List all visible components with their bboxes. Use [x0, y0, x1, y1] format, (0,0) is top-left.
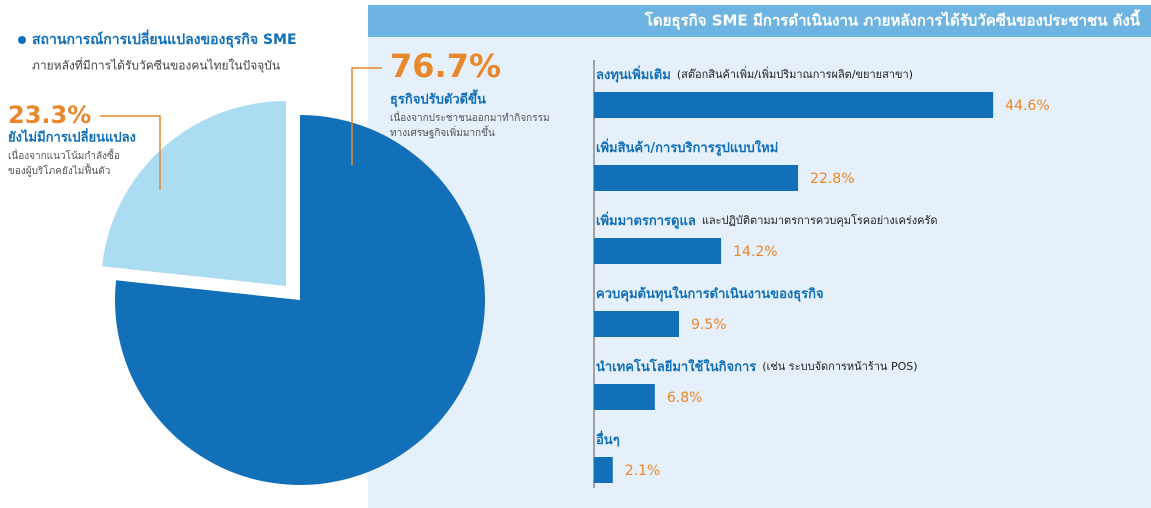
- pie-description: ของผู้บริโภคยังไม่ฟื้นตัว: [8, 163, 110, 177]
- category-note: และปฏิบัติตามมาตรการควบคุมโรคอย่างเคร่งค…: [702, 213, 938, 227]
- bar-value-label: 6.8%: [667, 390, 703, 406]
- bar-category-label: อื่นๆ: [596, 430, 620, 448]
- pie-category-label: ธุรกิจปรับตัวดีขึ้น: [390, 89, 486, 108]
- pie-category-label: ยังไม่มีการเปลี่ยนแปลง: [8, 128, 136, 146]
- category-name: ควบคุมต้นทุนในการดำเนินงานของธุรกิจ: [596, 285, 824, 302]
- bar-value-label: 22.8%: [810, 171, 854, 187]
- bar-title: โดยธุรกิจ SME มีการดำเนินงาน ภายหลังการไ…: [644, 9, 1141, 31]
- bar: [594, 238, 722, 264]
- bar-category-label: ลงทุนเพิ่มเติม (สต๊อกสินค้าเพิ่ม/เพิ่มปริ…: [596, 65, 913, 83]
- category-name: เพิ่มมาตรการดูแล: [596, 211, 696, 229]
- bar-value-label: 2.1%: [625, 463, 661, 479]
- category-name: ลงทุนเพิ่มเติม: [596, 65, 671, 83]
- pie-description: เนื่องจากประชาชนออกมาทำกิจกรรม: [390, 110, 550, 124]
- leader-line: [351, 67, 382, 165]
- pie-value-label: 23.3%: [8, 101, 91, 129]
- leader-line: [100, 115, 161, 190]
- category-name: อื่นๆ: [596, 430, 620, 448]
- pie-title: สถานการณ์การเปลี่ยนแปลงของธุรกิจ SME: [32, 29, 297, 48]
- category-note: (เช่น ระบบจัดการหน้าร้าน POS): [762, 360, 917, 373]
- bar-panel: [368, 5, 1151, 508]
- pie-slice: [102, 101, 286, 286]
- category-name: เพิ่มสินค้า/การบริการรูปแบบใหม่: [596, 138, 778, 156]
- bar: [594, 92, 994, 118]
- bar-category-label: ควบคุมต้นทุนในการดำเนินงานของธุรกิจ: [596, 285, 824, 302]
- pie-subtitle: ภายหลังที่มีการได้รับวัคซีนของคนไทยในปัจ…: [32, 57, 280, 74]
- bar: [594, 311, 680, 337]
- pie-description: เนื่องจากแนวโน้มกำลังซื้อ: [8, 148, 120, 162]
- pie-slice: [115, 115, 485, 485]
- bar-value-label: 44.6%: [1005, 98, 1049, 114]
- category-note: (สต๊อกสินค้าเพิ่ม/เพิ่มปริมาณการผลิต/ขยา…: [677, 66, 913, 81]
- bar-value-label: 14.2%: [733, 244, 777, 260]
- bar-value-label: 9.5%: [691, 317, 727, 333]
- bar-category-label: เพิ่มมาตรการดูแล และปฏิบัติตามมาตรการควบค…: [596, 211, 938, 229]
- pie-description: ทางเศรษฐกิจเพิ่มมากขึ้น: [390, 125, 495, 139]
- category-name: นำเทคโนโลยีมาใช้ในกิจการ: [596, 358, 756, 375]
- bar-category-label: เพิ่มสินค้า/การบริการรูปแบบใหม่: [596, 138, 778, 156]
- bar-title-bar: [368, 5, 1151, 37]
- bar: [594, 457, 613, 483]
- bar: [594, 165, 799, 191]
- bar-category-label: นำเทคโนโลยีมาใช้ในกิจการ (เช่น ระบบจัดการ…: [596, 358, 918, 375]
- pie-value-label: 76.7%: [390, 47, 501, 85]
- bullet: [18, 36, 26, 44]
- bar: [594, 384, 655, 410]
